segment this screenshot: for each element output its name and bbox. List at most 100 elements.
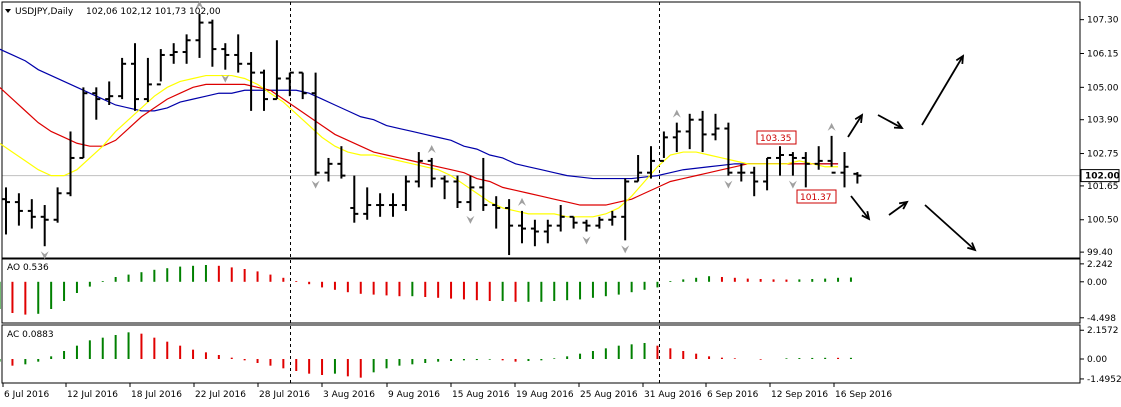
forecast-arrow-shaft [847,114,863,138]
ohlc-bar [763,156,772,191]
indicator-tick-label: 2.1572 [1087,326,1119,336]
date-label: 6 Jul 2016 [4,390,49,400]
ohlc-bar [788,152,797,176]
ohlc-bar [479,157,488,211]
ohlc-bar [27,199,36,229]
ohlc-bar [2,187,10,235]
fractal-down-icon [621,245,630,254]
ohlc-bar [414,152,423,188]
ohlc-bar [505,199,514,256]
price-tick-label: 107.30 [1087,16,1119,26]
chart-title: USDJPY,Daily [15,7,74,17]
high-annotation: 103.35 [756,130,797,145]
ohlc-bar [853,172,862,184]
ao-histogram [0,265,852,315]
ohlc-bar [427,157,436,188]
ohlc-bar [440,175,449,200]
date-label: 9 Aug 2016 [388,390,440,400]
date-label: 15 Aug 2016 [452,390,510,400]
date-label: 12 Sep 2016 [771,390,828,400]
current-price-label: 102.00 [1085,172,1120,182]
ohlc-bar [814,146,823,170]
ohlc-bar [14,193,23,226]
ohlc-bar [79,87,88,159]
ohlc-bar [776,146,784,176]
ohlc-bar [750,166,759,197]
low-annotation-box [796,189,837,204]
ohlc-bar [143,57,152,103]
price-tick-label: 100.50 [1087,216,1119,226]
ohlc-bar [737,163,746,182]
price-tick-label: 102.75 [1087,150,1119,160]
date-label: 12 Jul 2016 [67,390,118,400]
ohlc-bar [260,69,268,111]
ohlc-bar [221,43,230,70]
title-dropdown-icon[interactable] [5,9,11,13]
indicator-tick-label: 0.00 [1087,278,1107,288]
price-tick-label: 101.65 [1087,182,1119,192]
date-label: 6 Sep 2016 [707,390,759,400]
fractal-down-icon [724,180,733,189]
date-label: 22 Jul 2016 [195,390,246,400]
ohlc-bar [401,175,410,211]
low-annotation-label: 101.37 [800,193,832,203]
ohlc-bar [272,40,281,101]
forecast-arrow-shaft [877,114,903,129]
ohlc-bar [659,131,668,162]
ohlc-bar [672,122,681,153]
date-label: 16 Sep 2016 [835,390,892,400]
fractal-up-icon [672,109,681,118]
date-label: 3 Aug 2016 [323,390,375,400]
fractal-down-icon [466,215,475,224]
moving-averages [0,48,839,218]
ma-mid-line [0,83,839,206]
fractal-down-icon [311,180,320,189]
date-label: 25 Aug 2016 [580,390,638,400]
ohlc-bar [363,187,372,220]
main-panel-frame [1,1,1081,259]
low-annotation: 101.37 [796,189,837,204]
ohlc-bar [285,71,294,97]
ohlc-bar [40,205,49,247]
forecast-arrow-icon [850,195,871,221]
date-label: 31 Aug 2016 [644,390,702,400]
ohlc-bar [105,81,114,105]
ma-fast-line [0,74,839,218]
ohlc-bar [453,175,462,208]
ohlc-bar [518,210,526,244]
date-axis: 6 Jul 2016 12 Jul 2016 18 Jul 2016 22 Jul 2… [2,383,892,400]
ohlc-bar [647,146,655,179]
forecast-arrow-icon [877,114,904,129]
ohlc-bar [621,178,630,241]
ohlc-bar [376,193,385,217]
ohlc-bar [182,34,191,64]
forecast-arrow-icon [924,204,977,252]
indicator-tick-label: 0.00 [1087,355,1107,365]
forecast-arrows [847,54,977,252]
fractal-markers [40,0,836,260]
forecast-arrow-head [898,200,909,210]
ac-panel-frame [1,324,1081,384]
ohlc-bar [595,216,604,229]
price-bars [2,13,862,256]
ohlc-bar [66,131,75,197]
forecast-arrow-icon [888,200,909,216]
high-annotation-label: 103.35 [760,134,792,144]
fractal-down-icon [788,180,797,189]
forecast-arrow-head [893,120,904,129]
fractal-down-icon [221,74,230,83]
date-label: 18 Jul 2016 [131,390,182,400]
ohlc-bar [131,43,139,111]
forecast-arrow-shaft [924,204,976,251]
panel-separators [1,1,1081,384]
ohlc-bar [53,187,62,223]
price-tick-label: 105.00 [1087,83,1119,93]
ohlc-bar [389,193,397,217]
fractal-up-icon [195,0,204,9]
forecast-arrow-shaft [921,55,964,126]
indicator-tick-label: 2.242 [1087,260,1113,270]
forecast-arrow-head [955,54,965,65]
fractal-down-icon [582,236,591,245]
